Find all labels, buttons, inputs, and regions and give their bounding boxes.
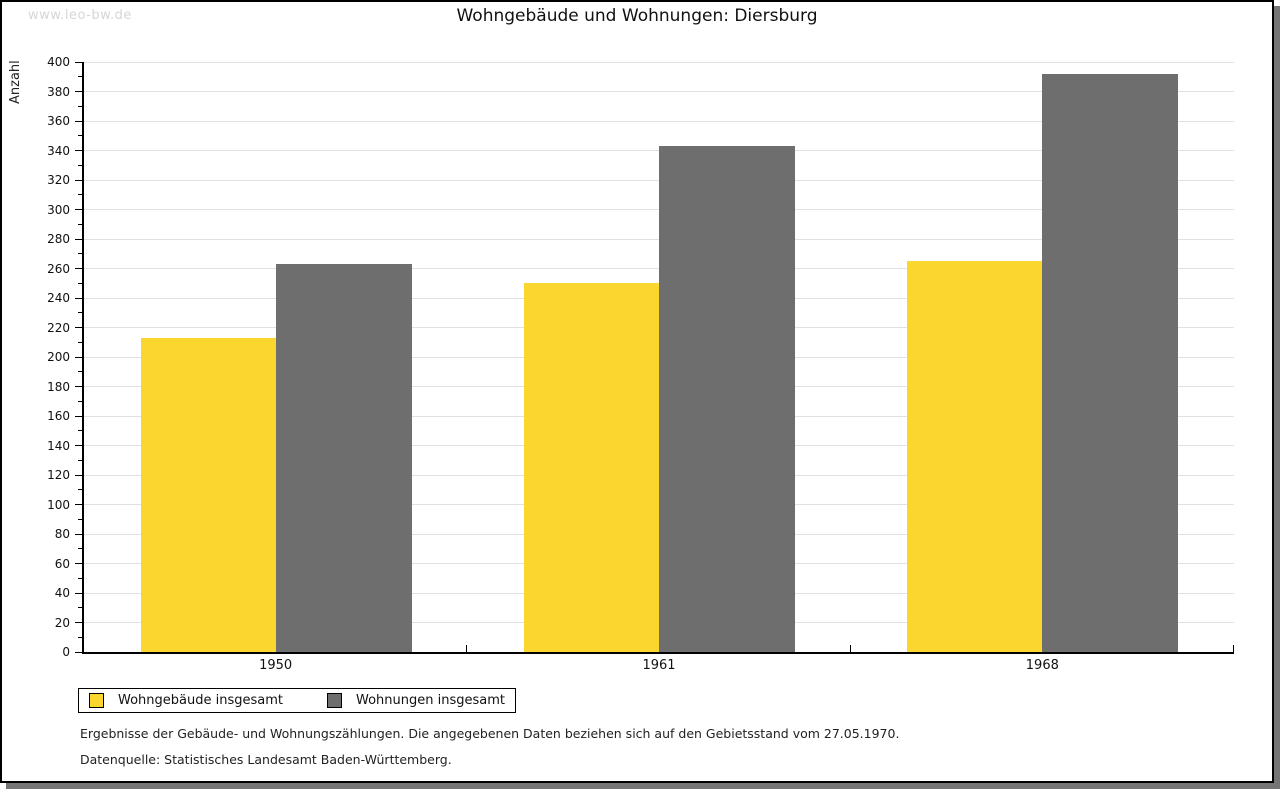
- y-tick-label: 320: [47, 173, 70, 187]
- y-tick-label: 380: [47, 84, 70, 99]
- y-axis-minor-tick: [78, 223, 82, 225]
- gridline: [84, 91, 1234, 92]
- y-tick-label: 400: [47, 55, 70, 69]
- y-tick-label: 120: [47, 468, 70, 482]
- y-axis-tick: [75, 474, 82, 476]
- legend-label: Wohngebäude insgesamt: [118, 693, 283, 708]
- y-axis-minor-tick: [78, 518, 82, 520]
- y-axis-minor-tick: [78, 400, 82, 402]
- legend: Wohngebäude insgesamt Wohnungen insgesamt: [78, 688, 516, 713]
- bar-wohnungen-1968: [1042, 73, 1179, 652]
- bar-wohnungen-1950: [275, 264, 412, 652]
- y-axis-minor-tick: [78, 430, 82, 432]
- legend-item: Wohnungen insgesamt: [327, 693, 505, 708]
- y-axis-tick: [75, 61, 82, 63]
- y-tick-label: 280: [47, 232, 70, 246]
- y-axis-tick: [75, 297, 82, 299]
- y-axis-tick: [75, 268, 82, 269]
- y-tick-label: 340: [47, 143, 70, 158]
- y-tick-label: 200: [47, 350, 70, 364]
- y-axis-tick: [75, 386, 82, 387]
- y-axis-tick: [75, 651, 82, 653]
- y-axis-tick: [75, 179, 82, 181]
- y-axis-minor-tick: [78, 282, 82, 284]
- gridline: [84, 61, 1234, 63]
- y-axis-tick: [75, 150, 82, 151]
- footnote-source: Datenquelle: Statistisches Landesamt Bad…: [80, 752, 452, 767]
- y-axis-tick: [75, 533, 82, 535]
- y-axis-tick: [75, 504, 82, 505]
- y-tick-label: 60: [54, 556, 70, 571]
- y-axis-minor-tick: [78, 253, 82, 255]
- y-axis-minor-tick: [78, 636, 82, 638]
- legend-swatch: [327, 693, 342, 708]
- bar-wohngebäude-1968: [907, 261, 1043, 652]
- y-tick-label: 160: [47, 409, 70, 423]
- y-axis-tick: [75, 327, 82, 328]
- category-separator-tick: [1233, 645, 1234, 652]
- plot-area: 0 20 40 60 80 100 120 140 160 180 200 220 240 260 280 3…: [47, 55, 1234, 673]
- y-axis-minor-tick: [78, 341, 82, 343]
- y-axis-tick: [75, 91, 82, 92]
- category-separator-tick: [466, 645, 468, 652]
- y-axis-minor-tick: [78, 548, 82, 550]
- y-axis-tick: [75, 120, 82, 122]
- y-axis-minor-tick: [78, 135, 82, 137]
- y-axis-minor-tick: [78, 164, 82, 166]
- x-tick-label: 1968: [1025, 658, 1059, 673]
- y-axis-tick: [75, 563, 82, 564]
- y-tick-label: 220: [47, 320, 70, 335]
- y-axis-minor-tick: [78, 105, 82, 107]
- legend-label: Wohnungen insgesamt: [356, 693, 505, 708]
- y-axis-tick: [75, 415, 82, 417]
- footnote-method: Ergebnisse der Gebäude- und Wohnungszähl…: [80, 726, 900, 741]
- y-axis-tick: [75, 238, 82, 240]
- y-tick-label: 260: [47, 261, 70, 276]
- y-axis-tick: [75, 622, 82, 623]
- y-axis-minor-tick: [78, 607, 82, 609]
- y-tick-label: 80: [54, 527, 70, 541]
- y-tick-label: 40: [54, 586, 70, 600]
- y-tick-label: 20: [54, 615, 70, 630]
- y-axis-minor-tick: [78, 371, 82, 373]
- bar-wohngebäude-1950: [140, 337, 276, 652]
- y-axis-minor-tick: [78, 489, 82, 491]
- x-tick-label: 1950: [259, 658, 293, 673]
- y-axis-minor-tick: [78, 76, 82, 78]
- y-tick-label: 360: [47, 114, 70, 128]
- y-tick-label: 140: [47, 438, 70, 453]
- y-tick-label: 240: [47, 291, 70, 305]
- y-axis-label: Anzahl: [8, 60, 23, 104]
- y-axis-minor-tick: [78, 312, 82, 314]
- watermark: www.leo-bw.de: [28, 8, 132, 23]
- chart-title: Wohngebäude und Wohnungen: Diersburg: [456, 6, 818, 26]
- y-tick-label: 0: [62, 645, 70, 659]
- legend-swatch: [89, 693, 104, 708]
- y-axis-minor-tick: [78, 577, 82, 579]
- y-axis-tick: [75, 209, 82, 210]
- category-separator-tick: [849, 645, 851, 652]
- bar-wohnungen-1961: [659, 146, 795, 652]
- gridline: [84, 120, 1234, 122]
- x-tick-label: 1961: [642, 658, 676, 673]
- y-axis-minor-tick: [78, 459, 82, 461]
- y-axis-tick: [75, 445, 82, 446]
- y-axis-tick: [75, 356, 82, 358]
- y-axis-tick: [75, 592, 82, 594]
- bar-wohngebäude-1961: [524, 283, 659, 652]
- y-tick-label: 100: [47, 497, 70, 512]
- y-tick-label: 180: [47, 379, 70, 394]
- legend-item: Wohngebäude insgesamt: [89, 693, 283, 708]
- y-axis-minor-tick: [78, 194, 82, 196]
- y-tick-label: 300: [47, 202, 70, 217]
